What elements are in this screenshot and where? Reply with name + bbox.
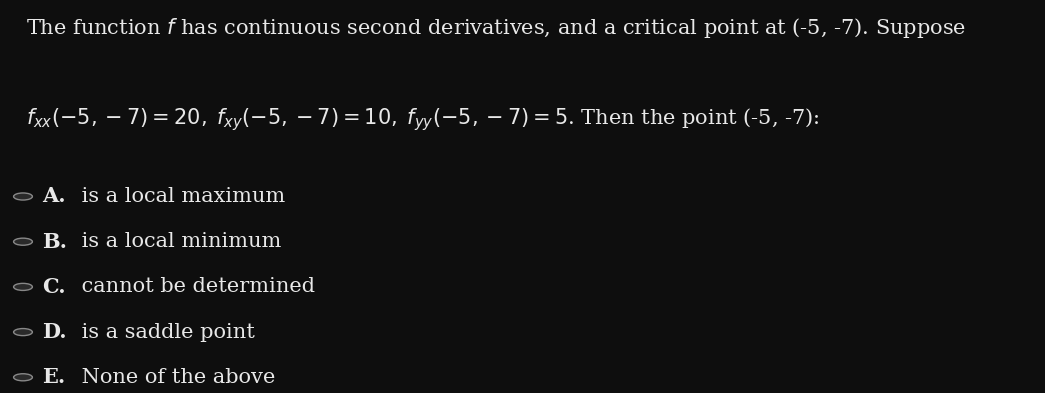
Circle shape bbox=[14, 374, 32, 381]
Circle shape bbox=[14, 329, 32, 336]
Text: B.: B. bbox=[42, 232, 67, 252]
Text: D.: D. bbox=[42, 322, 67, 342]
Text: C.: C. bbox=[42, 277, 66, 297]
Circle shape bbox=[14, 283, 32, 290]
Text: The function $\mathit{f}$ has continuous second derivatives, and a critical poin: The function $\mathit{f}$ has continuous… bbox=[26, 16, 967, 40]
Text: is a local maximum: is a local maximum bbox=[75, 187, 285, 206]
Circle shape bbox=[14, 238, 32, 245]
Text: None of the above: None of the above bbox=[75, 368, 276, 387]
Text: A.: A. bbox=[42, 187, 66, 206]
Text: E.: E. bbox=[42, 367, 65, 387]
Circle shape bbox=[14, 193, 32, 200]
Text: is a local minimum: is a local minimum bbox=[75, 232, 281, 251]
Text: $f_{xx}(-5,-7) = 20,\; f_{xy}(-5,-7) = 10,\; f_{yy}(-5,-7) = 5$. Then the point : $f_{xx}(-5,-7) = 20,\; f_{xy}(-5,-7) = 1… bbox=[26, 106, 820, 133]
Text: is a saddle point: is a saddle point bbox=[75, 323, 255, 342]
Text: cannot be determined: cannot be determined bbox=[75, 277, 316, 296]
